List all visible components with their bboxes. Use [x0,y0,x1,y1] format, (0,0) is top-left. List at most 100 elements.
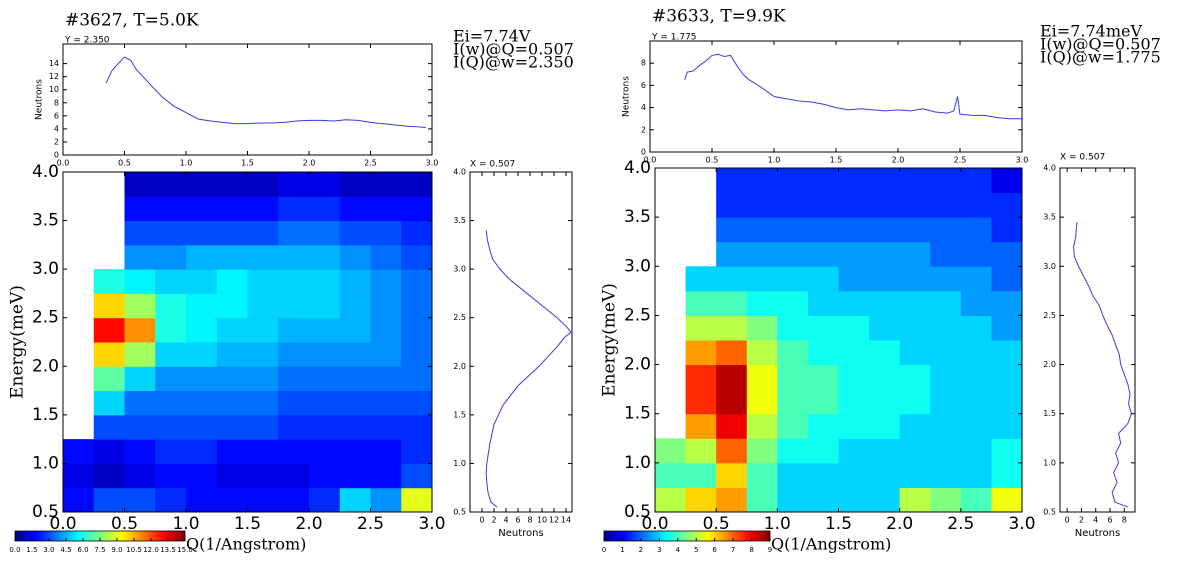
heatmap-cell [807,192,839,218]
heatmap-cell [370,366,402,392]
heatmap-cell [807,462,839,488]
x-tick-label: 1.0 [768,156,781,165]
colorbar-tick-label: 4 [676,546,681,554]
heatmap-cell [899,315,931,341]
heatmap-cell [960,462,992,488]
panel-title: #3633, T=9.9K [652,7,786,27]
annotation: Ei=7.74V [453,27,531,46]
heatmap-cell [746,192,778,218]
heatmap-cell [63,439,95,464]
heatmap-cell [370,463,402,489]
y-tick-label: 1.0 [624,453,651,473]
y-tick-label: 2.0 [32,356,59,376]
heatmap-cell [899,168,931,194]
heatmap-cell [655,438,687,464]
x-axis-label: Neutrons [1075,528,1120,539]
y-tick-label: 3.0 [32,259,59,279]
heatmap-cell [93,269,125,294]
heatmap-cell [247,220,279,246]
x-tick-label: 0.0 [57,159,70,168]
heatmap-cell [960,315,992,341]
heatmap-cell [685,487,717,513]
heatmap-cell [339,317,371,343]
x-tick-label: 0 [1065,516,1070,525]
heatmap-cell [899,340,931,366]
heatmap-cell [777,487,809,513]
line [485,230,572,508]
heatmap-cell [370,439,402,464]
heatmap-cell [655,487,687,513]
heatmap-cell [991,241,1023,267]
heatmap-cell [899,413,931,439]
y-tick-label: 10 [49,85,59,94]
heatmap-cell [309,390,341,416]
heatmap-cell [869,290,901,316]
heatmap-cell [716,168,748,194]
x-tick-label: 4 [1093,516,1098,525]
heatmap-cell [124,220,156,246]
heatmap-cell [991,192,1023,218]
heatmap-cell [186,366,218,392]
heatmap-cell [124,317,156,343]
heatmap-cell [309,244,341,270]
y-tick-label: 3.5 [1043,213,1056,222]
heatmap-cell [838,192,870,218]
heatmap-cell [278,220,310,246]
heatmap-cell [216,390,248,416]
heatmap-cell [278,317,310,343]
heatmap-cell [716,438,748,464]
y-axis-label: Energy(meV) [600,283,620,397]
heatmap-cell [930,241,962,267]
heatmap-cell [960,217,992,243]
y-tick-label: 2.0 [1043,360,1056,369]
heatmap-cell [278,172,310,197]
heatmap-cell [899,266,931,292]
x-tick-label: 8 [1122,516,1127,525]
heatmap-cell [991,290,1023,316]
heatmap-cell [930,290,962,316]
heatmap-cell [807,438,839,464]
heatmap-cell [339,390,371,416]
colorbar-tick-label: 0 [602,546,606,554]
heatmap-cell [401,293,433,319]
heatmap-cell [655,462,687,488]
heatmap-cell [155,196,187,222]
heatmap-cell [930,168,962,194]
heatmap-cell [155,220,187,246]
heatmap-cell [93,366,125,392]
x-tick-label: 6 [515,516,520,525]
heatmap-cell [838,266,870,292]
heatmap-cell [899,462,931,488]
y-tick-label: 4.0 [453,168,466,177]
y-tick-label: 4 [641,103,646,112]
heatmap-cell [991,266,1023,292]
heatmap-cell [685,290,717,316]
x-tick-label: 0.5 [111,514,138,534]
heatmap-cell [930,487,962,513]
heatmap-cell [869,192,901,218]
y-tick-label: 0.5 [32,502,59,522]
heatmap-cell [716,315,748,341]
heatmap-cell [930,340,962,366]
colorbar-tick-label: 4.5 [60,546,71,554]
heatmap-cell [869,413,901,439]
heatmap-cell [899,364,931,390]
heatmap-cell [370,269,402,294]
heatmap-cell [746,266,778,292]
y-tick-label: 2.5 [32,308,59,328]
heatmap-cell [186,463,218,489]
heatmap-cell [247,463,279,489]
heatmap-cell [716,487,748,513]
x-tick-label: 3.0 [1016,156,1029,165]
heatmap-cell [339,244,371,270]
heatmap-cell [93,439,125,464]
heatmap-cell [869,364,901,390]
heatmap-cell [278,196,310,222]
heatmap-cell [807,241,839,267]
heatmap-cell [838,241,870,267]
heatmap-cell [960,192,992,218]
colorbar-tick-label: 3 [657,546,661,554]
heatmap-cell [716,266,748,292]
colorbar-tick-label: 6.0 [77,546,88,554]
heatmap-cell [746,241,778,267]
